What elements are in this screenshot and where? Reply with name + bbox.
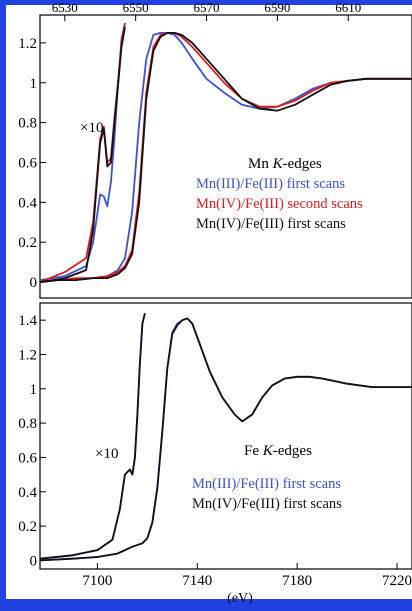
mn-y-tick-label: 0.8 [18, 116, 37, 132]
mn-y-tick-label: 0 [30, 275, 38, 291]
mn-series-line-mn-iii-fe-iii-first-scans [40, 32, 412, 283]
mn-series-lines [40, 22, 412, 283]
mn-k-edges-panel: 0 0.2 0.4 0.6 0.8 1 1.2 ×10 Mn K-edges Mn(III)… [18, 14, 412, 299]
fe-x-tick-label: 7180 [282, 573, 312, 589]
fe-panel-title: Fe K-edges [244, 443, 312, 459]
mn-x-tick-label: 6610 [335, 0, 361, 15]
fe-x-tick-label: 7140 [182, 573, 212, 589]
fe-plot-frame [39, 302, 412, 570]
fe-legend-entry: Mn(III)/Fe(III) first scans [192, 476, 341, 492]
mn-y-tick-label: 0.6 [18, 155, 37, 171]
fe-inset-multiplier-label: ×10 [95, 446, 118, 462]
mn-x-tick-label: 6570 [194, 0, 220, 15]
fe-y-tick-label: 0.8 [18, 416, 37, 432]
mn-x-tick-label: 6590 [264, 0, 290, 15]
fe-k-edges-panel: 0 0.2 0.4 0.6 0.8 1 1.2 1.4 7100 7140 7180 7220 ×10… [18, 302, 412, 589]
top-panel-x-tick-labels: 6530 6550 6570 6590 6610 [52, 0, 361, 15]
mn-x-tick-label: 6550 [123, 0, 149, 15]
fe-x-tick-label: 7100 [82, 573, 112, 589]
x-axis-label: (eV) [227, 591, 253, 606]
mn-inset-multiplier-label: ×10 [80, 120, 103, 136]
mn-panel-title: Mn K-edges [248, 156, 322, 172]
mn-plot-frame [39, 14, 412, 299]
mn-legend: Mn(III)/Fe(III) first scans Mn(IV)/Fe(III… [196, 176, 363, 232]
fe-y-tick-label: 0 [30, 553, 38, 569]
fe-series-line-mn-iv-fe-iii-first-scans [40, 317, 412, 562]
fe-y-tick-label: 0.4 [18, 485, 37, 501]
mn-y-tick-label: 1 [30, 76, 38, 92]
fe-x-tick-label: 7220 [382, 573, 412, 589]
mn-legend-entry: Mn(III)/Fe(III) first scans [196, 176, 345, 192]
mn-series-line-mn-iv-fe-iii-first-scans [40, 32, 412, 283]
fe-y-tick-label: 0.2 [18, 519, 37, 535]
mn-series-line-mn-iv-fe-iii-second-scans [40, 32, 412, 283]
mn-legend-entry: Mn(IV)/Fe(III) first scans [196, 216, 346, 232]
mn-inset-line-mn-iv-fe-iii-first-scans-10 [40, 26, 126, 283]
fe-y-tick-label: 1.4 [18, 313, 37, 329]
mn-ticks: 0 0.2 0.4 0.6 0.8 1 1.2 [18, 15, 349, 291]
fe-y-tick-label: 1.2 [18, 347, 37, 363]
fe-legend-entry: Mn(IV)/Fe(III) first scans [192, 496, 342, 512]
fe-ticks: 0 0.2 0.4 0.6 0.8 1 1.2 1.4 7100 7140 7180 7220 [18, 313, 412, 589]
mn-y-tick-label: 0.4 [18, 195, 37, 211]
fe-legend: Mn(III)/Fe(III) first scans Mn(IV)/Fe(III… [192, 476, 342, 512]
fe-inset-line-mn-iv-fe-iii-first-scans-10 [40, 313, 146, 560]
mn-x-tick-label: 6530 [52, 0, 78, 15]
fe-y-tick-label: 1 [30, 382, 38, 398]
figure-background [6, 5, 412, 599]
mn-y-tick-label: 1.2 [18, 36, 37, 52]
fe-y-tick-label: 0.6 [18, 450, 37, 466]
fe-series-lines [40, 313, 412, 562]
mn-legend-entry: Mn(IV)/Fe(III) second scans [196, 196, 363, 212]
mn-y-tick-label: 0.2 [18, 235, 37, 251]
